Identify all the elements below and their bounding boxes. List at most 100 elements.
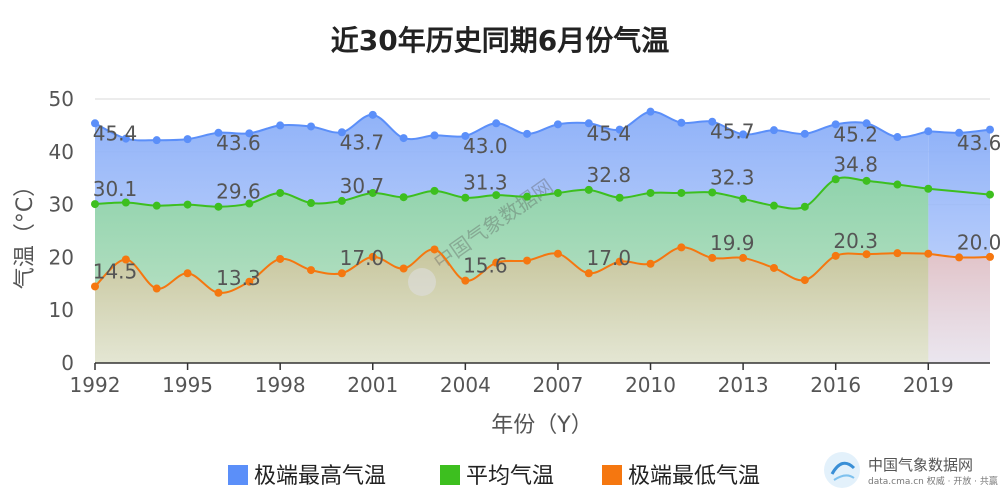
data-point bbox=[337, 128, 346, 137]
data-label: 34.8 bbox=[833, 152, 878, 176]
x-tick-label: 2019 bbox=[903, 373, 954, 397]
data-point bbox=[615, 193, 624, 202]
data-point bbox=[152, 284, 161, 293]
data-point bbox=[646, 188, 655, 197]
data-point bbox=[646, 107, 655, 116]
x-tick-label: 2016 bbox=[810, 373, 861, 397]
legend-label: 平均气温 bbox=[466, 464, 554, 489]
watermark-logo-icon bbox=[408, 268, 436, 296]
data-point bbox=[553, 249, 562, 258]
data-point bbox=[183, 135, 192, 144]
x-tick-label: 2001 bbox=[347, 373, 398, 397]
logo-subtitle: data.cma.cn 权威 · 开放 · 共赢 bbox=[868, 475, 998, 487]
data-label: 29.6 bbox=[216, 180, 261, 204]
data-point bbox=[986, 125, 994, 134]
data-point bbox=[739, 130, 748, 139]
data-label: 20.0 bbox=[957, 230, 1000, 254]
legend: 极端最高气温 平均气温 极端最低气温 bbox=[228, 464, 760, 489]
y-axis-ticks: 0 10 20 30 40 50 bbox=[49, 87, 74, 375]
data-point bbox=[152, 136, 161, 145]
data-point bbox=[646, 259, 655, 268]
logo-title: 中国气象数据网 bbox=[868, 456, 973, 474]
data-label: 17.0 bbox=[587, 246, 632, 270]
data-point bbox=[307, 266, 316, 275]
data-point bbox=[245, 199, 254, 208]
data-point bbox=[121, 198, 130, 207]
data-point bbox=[523, 256, 532, 265]
data-label: 17.0 bbox=[340, 246, 385, 270]
data-point bbox=[893, 133, 902, 142]
data-point bbox=[399, 193, 408, 202]
data-label: 15.6 bbox=[463, 254, 508, 278]
y-tick-label: 20 bbox=[49, 245, 74, 269]
data-point bbox=[584, 119, 593, 128]
data-labels: 45.4 43.6 43.7 43.0 45.4 45.7 45.2 43.6 30.1 29.6… bbox=[93, 120, 1000, 290]
data-point bbox=[708, 117, 717, 126]
data-point bbox=[368, 252, 377, 261]
data-point bbox=[862, 119, 871, 128]
data-point bbox=[152, 201, 161, 210]
data-point bbox=[584, 269, 593, 278]
data-point bbox=[492, 119, 501, 128]
cma-logo-icon bbox=[824, 452, 860, 488]
y-tick-label: 0 bbox=[61, 351, 74, 375]
series-line bbox=[94, 110, 929, 142]
data-label: 30.1 bbox=[93, 177, 138, 201]
data-point bbox=[245, 277, 254, 286]
data-label: 30.7 bbox=[340, 174, 385, 198]
data-point bbox=[276, 254, 285, 263]
x-tick-label: 1992 bbox=[70, 373, 121, 397]
x-tick-label: 2013 bbox=[718, 373, 769, 397]
chart-title: 近30年历史同期6月份气温 bbox=[331, 24, 669, 57]
forecast-area bbox=[928, 253, 990, 363]
data-point bbox=[862, 176, 871, 185]
data-label: 19.9 bbox=[710, 231, 755, 255]
data-label: 13.3 bbox=[216, 266, 261, 290]
data-label: 45.4 bbox=[93, 121, 138, 145]
data-point bbox=[893, 249, 902, 258]
data-point bbox=[430, 245, 439, 254]
data-label: 32.3 bbox=[710, 165, 755, 189]
data-point bbox=[800, 202, 809, 211]
y-axis-label: 气温（°C） bbox=[13, 175, 38, 289]
data-point bbox=[955, 128, 964, 137]
data-point bbox=[924, 249, 933, 258]
data-point bbox=[986, 190, 994, 199]
data-point bbox=[461, 193, 470, 202]
series-line bbox=[94, 176, 929, 210]
x-tick-label: 2004 bbox=[440, 373, 491, 397]
data-point bbox=[615, 125, 624, 134]
data-label: 45.7 bbox=[710, 120, 755, 144]
data-point bbox=[214, 128, 223, 137]
y-tick-label: 30 bbox=[49, 193, 74, 217]
data-point bbox=[91, 282, 99, 291]
y-tick-label: 50 bbox=[49, 87, 74, 111]
data-point bbox=[862, 250, 871, 259]
data-point bbox=[214, 202, 223, 211]
data-point bbox=[245, 129, 254, 138]
y-tick-label: 40 bbox=[49, 140, 74, 164]
data-point bbox=[492, 191, 501, 200]
data-point bbox=[800, 129, 809, 138]
data-point bbox=[523, 192, 532, 201]
data-point bbox=[893, 180, 902, 189]
x-axis-label: 年份（Y） bbox=[491, 413, 592, 438]
data-label: 31.3 bbox=[463, 171, 508, 195]
data-label: 43.0 bbox=[463, 134, 508, 158]
data-point bbox=[307, 199, 316, 208]
x-tick-label: 1995 bbox=[162, 373, 213, 397]
data-point bbox=[337, 196, 346, 205]
data-label: 43.6 bbox=[957, 131, 1000, 155]
data-point bbox=[307, 122, 316, 131]
legend-label: 极端最低气温 bbox=[628, 464, 760, 489]
data-point bbox=[800, 276, 809, 285]
data-point bbox=[430, 131, 439, 140]
data-point bbox=[553, 188, 562, 197]
data-point bbox=[769, 126, 778, 135]
data-point bbox=[831, 175, 840, 184]
series-points bbox=[91, 107, 994, 297]
data-point bbox=[183, 200, 192, 209]
data-point bbox=[677, 243, 686, 252]
data-point bbox=[739, 253, 748, 262]
